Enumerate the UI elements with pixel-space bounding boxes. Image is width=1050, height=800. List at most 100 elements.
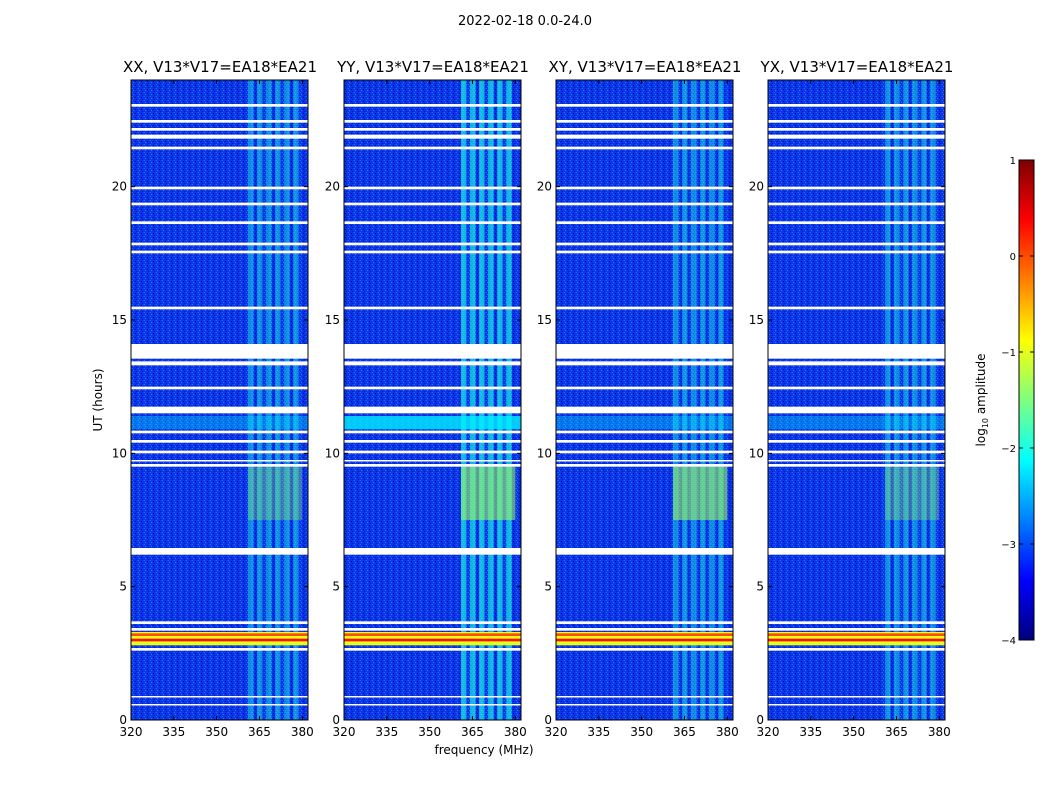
flag-gap: [131, 250, 308, 254]
flag-gap: [556, 306, 733, 310]
rfi-streak: [488, 80, 494, 720]
rfi-patch: [248, 466, 303, 520]
y-tick-label: 20: [112, 180, 127, 194]
flag-gap: [768, 406, 945, 414]
flag-gap: [768, 104, 945, 107]
flag-gap: [768, 696, 945, 698]
flag-gap: [344, 306, 521, 310]
flag-gap: [131, 146, 308, 150]
flag-gap: [768, 548, 945, 555]
flag-gap: [556, 146, 733, 150]
rfi-streak: [248, 80, 254, 720]
flag-gap: [131, 460, 308, 462]
flag-gap: [768, 146, 945, 150]
flag-gap: [131, 202, 308, 206]
flag-gap: [131, 621, 308, 624]
rfi-patch: [885, 466, 940, 520]
x-tick-label: 350: [205, 725, 228, 739]
rfi-streak: [700, 80, 706, 720]
flag-gap: [131, 696, 308, 698]
flag-gap: [556, 406, 733, 414]
cyan-band: [768, 416, 945, 430]
flag-gap: [344, 120, 521, 123]
rfi-streak: [284, 80, 290, 720]
strong-rfi-core: [556, 633, 733, 636]
rfi-streak: [894, 80, 900, 720]
flag-gap: [768, 440, 945, 443]
flag-gap: [556, 186, 733, 190]
rfi-patch: [673, 466, 728, 520]
flag-gap: [768, 386, 945, 390]
colorbar-tick-label: −2: [1001, 444, 1016, 455]
y-tick-label: 5: [119, 580, 127, 594]
figure-title: 2022-02-18 0.0-24.0: [458, 14, 592, 29]
flag-gap: [131, 186, 308, 190]
strong-rfi-core: [556, 638, 733, 642]
colorbar: [1018, 159, 1035, 641]
flag-gap: [344, 386, 521, 390]
x-tick-label: 350: [418, 725, 441, 739]
cyan-band: [131, 416, 308, 430]
flag-gap: [131, 361, 308, 366]
strong-rfi-core: [344, 633, 521, 636]
flag-gap: [556, 361, 733, 366]
rfi-streak: [497, 80, 503, 720]
flag-gap: [768, 628, 945, 631]
flag-gap: [556, 221, 733, 224]
flag-gap: [768, 430, 945, 434]
y-tick-label: 10: [112, 446, 127, 460]
rfi-streak: [479, 80, 485, 720]
x-tick-label: 365: [673, 725, 696, 739]
strong-rfi-core: [344, 638, 521, 642]
strong-rfi-core: [768, 638, 945, 642]
flag-gap: [131, 120, 308, 123]
flag-gap: [131, 242, 308, 246]
flag-gap: [768, 704, 945, 706]
flag-gap: [131, 440, 308, 443]
flag-gap: [344, 250, 521, 254]
x-tick-label: 365: [248, 725, 271, 739]
x-tick-label: 335: [162, 725, 185, 739]
flag-gap: [556, 134, 733, 139]
flag-gap: [556, 450, 733, 454]
flag-gap: [768, 344, 945, 359]
x-tick-label: 380: [716, 725, 739, 739]
flag-gap: [344, 202, 521, 206]
flag-gap: [131, 134, 308, 139]
y-tick-label: 20: [749, 180, 764, 194]
colorbar-tick-label: −3: [1001, 540, 1016, 551]
flag-gap: [344, 450, 521, 454]
x-tick-label: 335: [587, 725, 610, 739]
panel-xx: 320 335 350 365 380 0 5 10 15 20: [112, 79, 314, 739]
flag-gap: [556, 621, 733, 624]
flag-gap: [131, 704, 308, 706]
rfi-streak: [682, 80, 688, 720]
cyan-band: [344, 416, 521, 430]
flag-gap: [556, 628, 733, 631]
colorbar-tick-label: −4: [1001, 636, 1016, 647]
flag-gap: [344, 548, 521, 555]
strong-rfi-core: [131, 633, 308, 636]
flag-gap: [768, 361, 945, 366]
x-tick-label: 365: [885, 725, 908, 739]
colorbar-tick-label: 0: [1010, 252, 1016, 263]
flag-gap: [344, 186, 521, 190]
y-tick-label: 0: [544, 713, 552, 727]
strong-rfi-core: [131, 638, 308, 642]
flag-gap: [768, 202, 945, 206]
y-tick-label: 0: [756, 713, 764, 727]
flag-gap: [768, 221, 945, 224]
flag-gap: [768, 306, 945, 310]
flag-gap: [344, 464, 521, 467]
rfi-streak: [885, 80, 891, 720]
y-tick-label: 0: [332, 713, 340, 727]
flag-gap: [344, 146, 521, 150]
axes-frame: [767, 79, 946, 721]
panel-title-yy: YY, V13*V17=EA18*EA21: [337, 58, 529, 76]
colorbar-tick-label: 1: [1010, 156, 1016, 167]
x-tick-label: 320: [757, 725, 780, 739]
flag-gap: [556, 202, 733, 206]
flag-gap: [131, 464, 308, 467]
y-tick-label: 5: [544, 580, 552, 594]
flag-gap: [556, 104, 733, 107]
